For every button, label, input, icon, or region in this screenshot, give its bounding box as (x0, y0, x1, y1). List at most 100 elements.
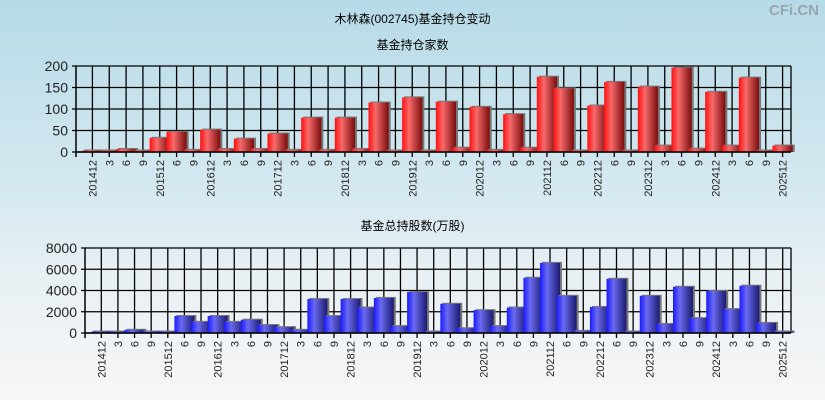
bar (267, 133, 288, 152)
bar (290, 329, 311, 333)
bar (656, 323, 677, 333)
bar (486, 149, 507, 152)
bar (556, 295, 577, 333)
x-tick-label: 6 (246, 341, 258, 347)
x-tick-label: 3 (104, 160, 116, 166)
x-tick-label: 9 (761, 341, 773, 347)
main-title: 木林森(002745)基金持仓变动 (334, 12, 491, 26)
x-tick-label: 9 (196, 341, 208, 347)
y-tick-label: 150 (45, 80, 69, 96)
chart-2-title: 基金总持股数(万股) (360, 219, 465, 233)
x-tick-label: 9 (578, 341, 590, 347)
x-tick-label: 9 (138, 160, 150, 166)
bar (604, 81, 625, 152)
bar (368, 102, 389, 152)
x-tick-label: 9 (693, 160, 705, 166)
bar (233, 138, 255, 152)
bar (390, 326, 411, 333)
bar (240, 319, 261, 333)
x-tick-label: 6 (239, 160, 251, 166)
x-tick-label: 3 (424, 160, 436, 166)
x-tick-label: 9 (395, 341, 407, 347)
x-tick-label: 3 (113, 341, 125, 347)
bar (207, 316, 228, 333)
x-tick-label: 201512 (163, 341, 175, 378)
bar (250, 148, 271, 152)
bar (722, 309, 743, 333)
bar (124, 329, 145, 333)
y-tick-label: 4000 (46, 283, 77, 299)
x-tick-label: 3 (728, 341, 740, 347)
x-tick-label: 9 (695, 341, 707, 347)
x-tick-label: 6 (678, 341, 690, 347)
x-tick-label: 201412 (96, 341, 108, 378)
x-tick-label: 9 (761, 160, 773, 166)
x-tick-label: 3 (296, 341, 308, 347)
x-tick-label: 9 (263, 341, 275, 347)
y-tick-label: 0 (60, 144, 68, 160)
x-tick-label: 202212 (595, 341, 607, 378)
x-tick-label: 202212 (592, 160, 604, 197)
x-tick-label: 201912 (407, 160, 419, 197)
bar (573, 330, 594, 333)
x-tick-label: 6 (744, 160, 756, 166)
bar (452, 147, 473, 152)
x-tick-label: 3 (491, 160, 503, 166)
bar (301, 117, 322, 152)
x-tick-label: 9 (458, 160, 470, 166)
bar (174, 316, 195, 333)
bar (274, 327, 295, 333)
x-tick-label: 202112 (542, 160, 554, 196)
x-tick-label: 3 (229, 341, 241, 347)
y-tick-label: 200 (45, 58, 69, 74)
bar (324, 316, 344, 333)
x-tick-label: 9 (146, 341, 158, 347)
x-tick-label: 201412 (87, 160, 99, 197)
x-tick-label: 6 (609, 160, 621, 166)
x-tick-label: 9 (528, 341, 540, 347)
x-tick-label: 3 (661, 341, 673, 347)
x-tick-label: 202512 (778, 160, 790, 197)
bar (224, 321, 245, 333)
bar (407, 292, 428, 333)
y-tick-label: 2000 (46, 304, 77, 320)
bar (519, 147, 541, 152)
watermark: CFi.CN (769, 2, 819, 19)
bar (317, 149, 339, 152)
x-tick-label: 6 (130, 341, 142, 347)
x-tick-label: 6 (306, 160, 318, 166)
x-tick-label: 6 (121, 160, 133, 166)
x-tick-label: 202412 (710, 160, 722, 197)
x-tick-label: 9 (323, 160, 335, 166)
x-tick-label: 6 (612, 341, 624, 347)
chart-1-title: 基金持仓家数 (376, 38, 449, 52)
bar (688, 148, 709, 152)
x-tick-label: 3 (222, 160, 234, 166)
x-tick-label: 202312 (643, 160, 655, 197)
bar (503, 114, 524, 152)
x-tick-label: 6 (374, 160, 386, 166)
y-tick-label: 0 (69, 325, 77, 341)
x-tick-label: 9 (390, 160, 402, 166)
x-tick-label: 9 (628, 341, 640, 347)
bar (587, 105, 608, 152)
x-tick-label: 6 (512, 341, 524, 347)
bar (639, 295, 660, 333)
bar (689, 318, 710, 333)
x-tick-label: 3 (362, 341, 374, 347)
bar (200, 129, 221, 152)
x-tick-label: 6 (559, 160, 571, 166)
y-tick-label: 50 (52, 123, 68, 139)
bar (183, 149, 204, 152)
bar (756, 322, 777, 333)
x-tick-label: 201712 (273, 160, 285, 197)
bar (115, 148, 137, 152)
bar (402, 97, 423, 152)
bar (257, 325, 278, 333)
y-tick-label: 8000 (46, 240, 77, 256)
bar (705, 91, 726, 152)
bar (351, 148, 372, 152)
bar (506, 307, 527, 333)
